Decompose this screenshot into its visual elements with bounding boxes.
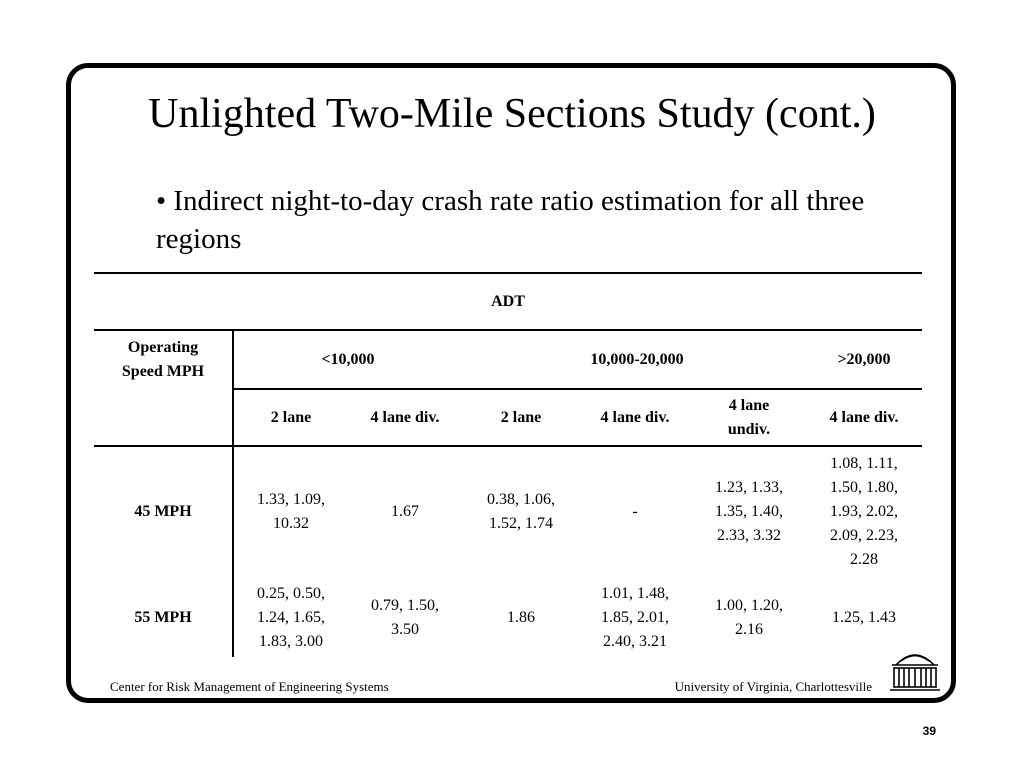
subheader-cell: 4 lane div. — [370, 408, 440, 426]
table-cell: 0.25, 0.50, 1.24, 1.65, 1.83, 3.00 — [257, 585, 325, 650]
subheader-cell: 2 lane — [500, 408, 542, 426]
operating-speed-header: Operating Speed MPH — [121, 338, 205, 380]
table-cell: 1.25, 1.43 — [832, 609, 896, 626]
adt-rule — [94, 329, 922, 331]
table-cell: 1.33, 1.09, 10.32 — [257, 491, 325, 532]
adt-group-over-20000: >20,000 — [837, 350, 891, 368]
row-header-divider — [232, 330, 234, 657]
page-number: 39 — [922, 724, 936, 738]
bullet-text: • Indirect night-to-day crash rate ratio… — [156, 185, 865, 255]
adt-header: ADT — [491, 292, 525, 310]
adt-group-under-10000: <10,000 — [321, 350, 375, 368]
table-cell: 1.86 — [507, 609, 535, 626]
adt-group-10000-20000: 10,000-20,000 — [590, 350, 684, 368]
group-rule — [232, 388, 922, 390]
table-cell: 0.38, 1.06, 1.52, 1.74 — [487, 491, 555, 532]
subheader-cell: 4 lane undiv. — [727, 396, 771, 438]
university-rotunda-logo-icon — [890, 654, 940, 691]
table-cell: - — [632, 503, 638, 520]
subheader-cell: 4 lane div. — [829, 408, 899, 426]
slide-frame — [66, 63, 956, 703]
table-top-rule — [94, 272, 922, 274]
table-cell: 1.67 — [391, 503, 419, 520]
subheader-cell: 2 lane — [270, 408, 312, 426]
row-label-45-mph: 45 MPH — [134, 503, 192, 520]
header-bottom-rule — [94, 445, 922, 447]
table-cell: 1.23, 1.33, 1.35, 1.40, 2.33, 3.32 — [715, 479, 783, 544]
table-cell: 1.01, 1.48, 1.85, 2.01, 2.40, 3.21 — [601, 585, 669, 650]
footer-left: Center for Risk Management of Engineerin… — [110, 679, 389, 694]
subheader-cell: 4 lane div. — [600, 408, 670, 426]
table-cell: 0.79, 1.50, 3.50 — [371, 597, 439, 638]
row-label-55-mph: 55 MPH — [134, 609, 192, 626]
footer-right: University of Virginia, Charlottesville — [674, 679, 872, 694]
table-cell: 1.00, 1.20, 2.16 — [715, 597, 783, 638]
slide-title: Unlighted Two-Mile Sections Study (cont.… — [148, 91, 876, 137]
table-cell: 1.08, 1.11, 1.50, 1.80, 1.93, 2.02, 2.09… — [830, 455, 898, 568]
